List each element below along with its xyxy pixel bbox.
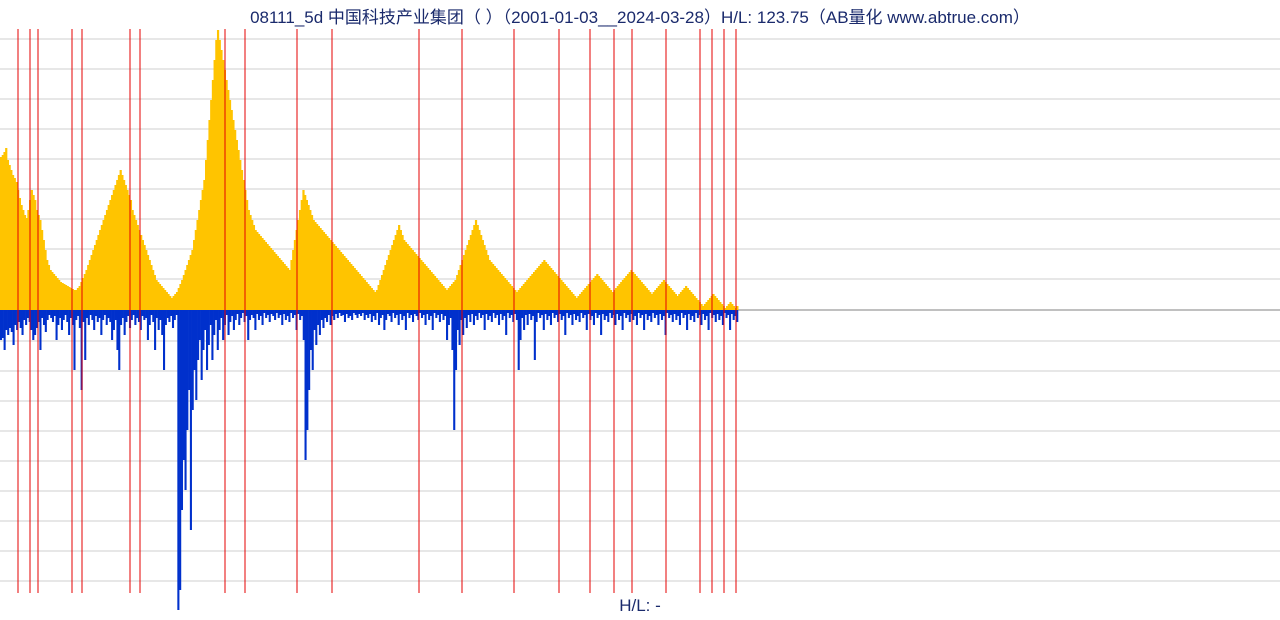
chart-footer: H/L: - (0, 596, 1280, 616)
chart-container: 08111_5d 中国科技产业集团（ ）（2001-01-03__2024-03… (0, 0, 1280, 620)
chart-plot (0, 0, 1280, 620)
